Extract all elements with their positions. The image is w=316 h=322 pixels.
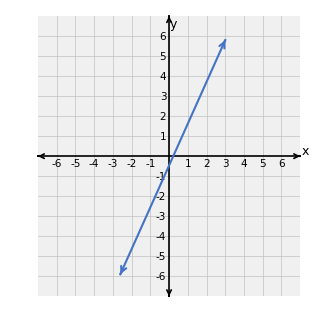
Text: y: y [170,18,177,31]
Text: x: x [302,145,309,158]
